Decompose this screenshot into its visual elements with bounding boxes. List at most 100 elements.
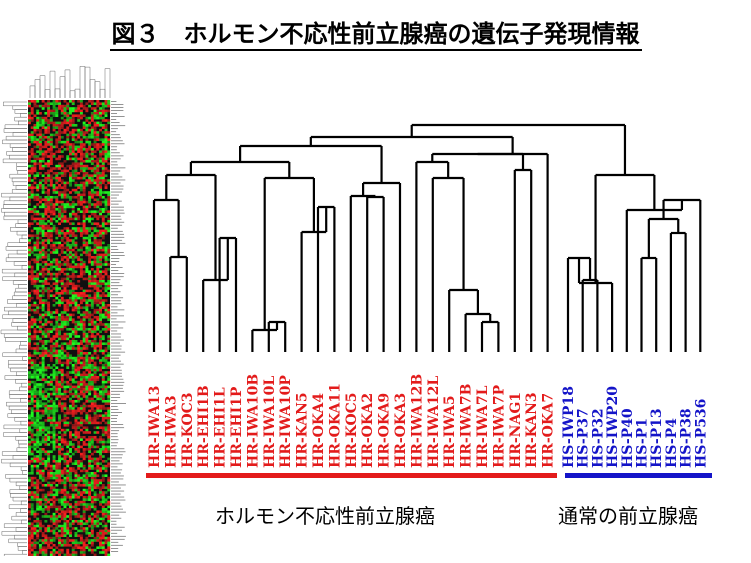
heatmap-cell — [99, 488, 102, 492]
heatmap-cell — [52, 496, 56, 499]
heatmap-cell — [71, 493, 75, 497]
heatmap-cell — [36, 217, 40, 221]
heatmap-cell — [52, 433, 56, 437]
heatmap-cell — [58, 400, 61, 403]
heatmap-cell — [88, 484, 92, 487]
heatmap-cell — [60, 116, 64, 120]
heatmap-cell — [63, 337, 67, 341]
heatmap-cell — [44, 287, 48, 290]
heatmap-cell — [74, 512, 78, 516]
heatmap-cell — [66, 169, 70, 173]
heatmap-cell — [49, 116, 53, 120]
heatmap-cell — [69, 215, 72, 218]
heatmap-cell — [66, 148, 70, 151]
heatmap-cell — [60, 239, 64, 242]
heatmap-cell — [77, 448, 81, 451]
heatmap-cell — [74, 181, 78, 185]
heatmap-cell — [60, 479, 64, 482]
heatmap-cell — [90, 356, 94, 360]
heatmap-cell — [74, 212, 78, 216]
heatmap-cell — [33, 498, 37, 501]
heatmap-cell — [96, 316, 100, 319]
heatmap-cell — [79, 390, 83, 393]
heatmap-cell — [85, 124, 89, 127]
heatmap-cell — [36, 184, 40, 187]
heatmap-cell — [93, 308, 97, 312]
heatmap-cell — [82, 236, 86, 240]
heatmap-cell — [55, 522, 59, 525]
heatmap-cell — [69, 347, 72, 350]
heatmap-cell — [79, 188, 83, 192]
heatmap-cell — [88, 275, 92, 278]
heatmap-cell — [85, 364, 89, 367]
heatmap-cell — [79, 318, 83, 321]
heatmap-cell — [52, 176, 56, 180]
heatmap-gene-label — [111, 149, 117, 151]
heatmap-cell — [88, 323, 92, 326]
heatmap-cell — [90, 366, 94, 369]
heatmap-cell — [28, 114, 31, 117]
heatmap-cell — [28, 443, 31, 446]
heatmap-cell — [104, 222, 108, 225]
heatmap-gene-label — [111, 276, 124, 278]
heatmap-cell — [55, 236, 59, 240]
heatmap-cell — [47, 215, 51, 218]
heatmap-gene-label — [111, 490, 125, 492]
heatmap-cell — [41, 356, 45, 360]
heatmap-cell — [96, 520, 100, 523]
heatmap-cell — [38, 320, 42, 324]
heatmap-cell — [63, 318, 67, 321]
heatmap-cell — [99, 102, 102, 105]
heatmap-cell — [88, 364, 92, 367]
heatmap-cell — [96, 148, 100, 151]
heatmap-cell — [38, 157, 42, 161]
heatmap-cell — [66, 335, 70, 338]
heatmap-cell — [79, 325, 83, 329]
heatmap-cell — [30, 272, 34, 276]
heatmap-cell — [33, 318, 37, 321]
heatmap-cell — [38, 539, 42, 542]
heatmap-cell — [79, 342, 83, 345]
heatmap-cell — [66, 155, 70, 158]
heatmap-cell — [60, 503, 64, 506]
heatmap-cell — [69, 436, 72, 439]
heatmap-cell — [107, 488, 111, 492]
heatmap-cell — [96, 176, 100, 180]
heatmap-gene-label — [111, 158, 121, 160]
heatmap-cell — [63, 263, 67, 266]
heatmap-cell — [82, 421, 86, 425]
heatmap-cell — [36, 239, 40, 242]
heatmap-cell — [90, 248, 94, 252]
heatmap-cell — [66, 395, 70, 398]
heatmap-cell — [82, 311, 86, 314]
heatmap-cell — [52, 196, 56, 199]
heatmap-cell — [66, 536, 70, 540]
heatmap-cell — [104, 186, 108, 189]
heatmap-cell — [69, 335, 72, 338]
heatmap-cell — [104, 349, 108, 353]
heatmap-cell — [58, 548, 61, 552]
heatmap-cell — [38, 433, 42, 437]
heatmap-cell — [101, 536, 105, 540]
heatmap-cell — [30, 373, 34, 377]
heatmap-cell — [101, 220, 105, 223]
heatmap-cell — [63, 277, 67, 281]
heatmap-cell — [90, 301, 94, 305]
heatmap-cell — [82, 457, 86, 461]
heatmap-cell — [47, 428, 51, 432]
heatmap-cell — [49, 109, 53, 113]
heatmap-cell — [74, 364, 78, 367]
heatmap-cell — [60, 251, 64, 254]
heatmap-cell — [60, 316, 64, 319]
heatmap-cell — [28, 544, 31, 547]
heatmap-cell — [77, 294, 81, 297]
heatmap-cell — [33, 311, 37, 314]
heatmap-cell — [96, 474, 100, 477]
heatmap-cell — [55, 131, 59, 134]
heatmap-cell — [99, 174, 102, 177]
heatmap-cell — [28, 224, 31, 228]
heatmap-cell — [71, 227, 75, 230]
heatmap-cell — [96, 167, 100, 170]
heatmap-cell — [107, 376, 111, 379]
heatmap-cell — [60, 323, 64, 326]
